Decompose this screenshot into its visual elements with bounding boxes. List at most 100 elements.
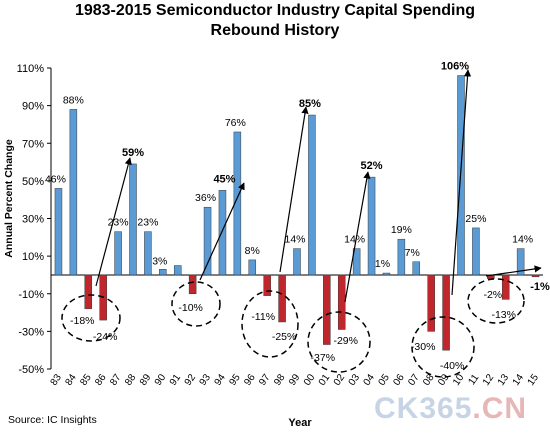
y-tick-label: -30%: [18, 326, 44, 338]
data-label: 19%: [391, 224, 412, 236]
rebound-arrow: [485, 265, 542, 277]
y-tick-label: 50%: [22, 176, 44, 188]
x-tick-label: 92: [183, 372, 199, 388]
y-tick-label: 110%: [17, 63, 45, 75]
data-label: 106%: [441, 61, 469, 73]
bar: [203, 206, 212, 276]
data-label: 76%: [225, 117, 246, 129]
downturn-circle: [241, 290, 299, 358]
x-tick-label: 98: [272, 372, 288, 388]
x-tick-label: 11: [466, 372, 481, 387]
bar: [173, 265, 182, 276]
data-label: 23%: [137, 217, 158, 229]
bar: [129, 163, 137, 276]
bar: [531, 274, 540, 278]
bar: [442, 274, 450, 351]
bar: [293, 248, 301, 276]
bar: [472, 227, 480, 276]
x-tick-label: 09: [436, 372, 452, 388]
data-label: 14%: [344, 234, 365, 246]
data-label: -10%: [178, 302, 203, 314]
data-label: 8%: [245, 245, 260, 257]
x-tick-label: 83: [49, 372, 65, 388]
x-tick-label: 14: [511, 372, 527, 388]
chart-subtitle: Rebound History: [210, 22, 340, 39]
watermark-logo: CK365.CN: [374, 392, 528, 425]
data-label: -25%: [272, 331, 297, 343]
data-label: 45%: [213, 173, 235, 185]
x-tick-label: 99: [287, 372, 303, 388]
data-label: 23%: [108, 217, 129, 229]
downturn-circle: [411, 316, 475, 378]
rebound-arrow: [451, 69, 472, 296]
data-label: 1%: [375, 258, 390, 270]
x-tick-label: 88: [123, 372, 139, 388]
bar: [412, 261, 421, 276]
data-label: 88%: [63, 94, 84, 106]
data-label: 52%: [361, 160, 383, 172]
data-label: 3%: [152, 255, 167, 267]
x-tick-label: 96: [242, 372, 258, 388]
chart-title: 1983-2015 Semiconductor Industry Capital…: [74, 2, 476, 19]
bar: [69, 109, 78, 276]
bar: [352, 248, 361, 276]
bar: [427, 274, 435, 332]
data-label: 59%: [122, 147, 144, 159]
source-note: Source: IC Insights: [8, 414, 97, 426]
downturn-circle: [307, 311, 371, 373]
data-label: 25%: [465, 213, 486, 225]
data-label: -13%: [491, 309, 516, 321]
x-tick-label: 02: [332, 372, 348, 388]
data-label: -29%: [333, 335, 358, 347]
data-label: -40%: [440, 360, 465, 372]
data-label: 7%: [405, 247, 420, 259]
x-tick-label: 94: [213, 372, 229, 388]
y-tick-label: -10%: [18, 289, 44, 301]
x-tick-label: 13: [496, 372, 512, 388]
bar: [263, 274, 271, 296]
x-tick-label: 89: [138, 372, 154, 388]
y-tick-label: -50%: [18, 364, 44, 376]
bar: [233, 131, 242, 276]
x-tick-label: 01: [317, 372, 333, 388]
data-label: 14%: [284, 234, 305, 246]
x-tick-label: 03: [347, 372, 363, 388]
x-tick-label: 15: [526, 372, 542, 388]
data-label: -30%: [411, 341, 436, 353]
bar: [84, 274, 93, 310]
x-tick-label: 91: [168, 372, 184, 388]
bar: [278, 274, 286, 323]
data-label: 46%: [45, 173, 66, 185]
x-tick-label: 95: [227, 372, 243, 388]
bar: [337, 274, 346, 330]
x-tick-label: 00: [302, 372, 318, 388]
downturn-circle: [171, 281, 221, 327]
bar: [188, 274, 197, 294]
y-tick-label: 10%: [22, 251, 44, 263]
y-tick-label: 90%: [22, 101, 44, 113]
x-tick-label: 97: [257, 372, 273, 388]
bar: [367, 176, 376, 276]
downturn-circle: [467, 278, 525, 324]
x-tick-label: 07: [406, 372, 422, 388]
bar: [114, 231, 122, 276]
bar: [159, 269, 167, 276]
data-label: 85%: [299, 98, 321, 110]
y-tick-label: 30%: [22, 214, 44, 226]
x-tick-label: 85: [78, 372, 94, 388]
data-label: 14%: [512, 234, 533, 246]
bar: [501, 274, 510, 300]
data-label: -2%: [483, 289, 502, 301]
x-tick-label: 10: [451, 372, 467, 388]
x-tick-label: 93: [198, 372, 214, 388]
bar: [308, 114, 316, 276]
downturn-circle: [61, 294, 121, 342]
rebound-arrow: [95, 157, 132, 287]
x-tick-label: 12: [481, 372, 497, 388]
x-tick-label: 84: [63, 372, 79, 388]
x-tick-label: 04: [362, 372, 378, 388]
bar: [382, 272, 391, 276]
y-axis-label: Annual Percent Change: [3, 139, 15, 258]
data-label: -1%: [530, 281, 550, 293]
